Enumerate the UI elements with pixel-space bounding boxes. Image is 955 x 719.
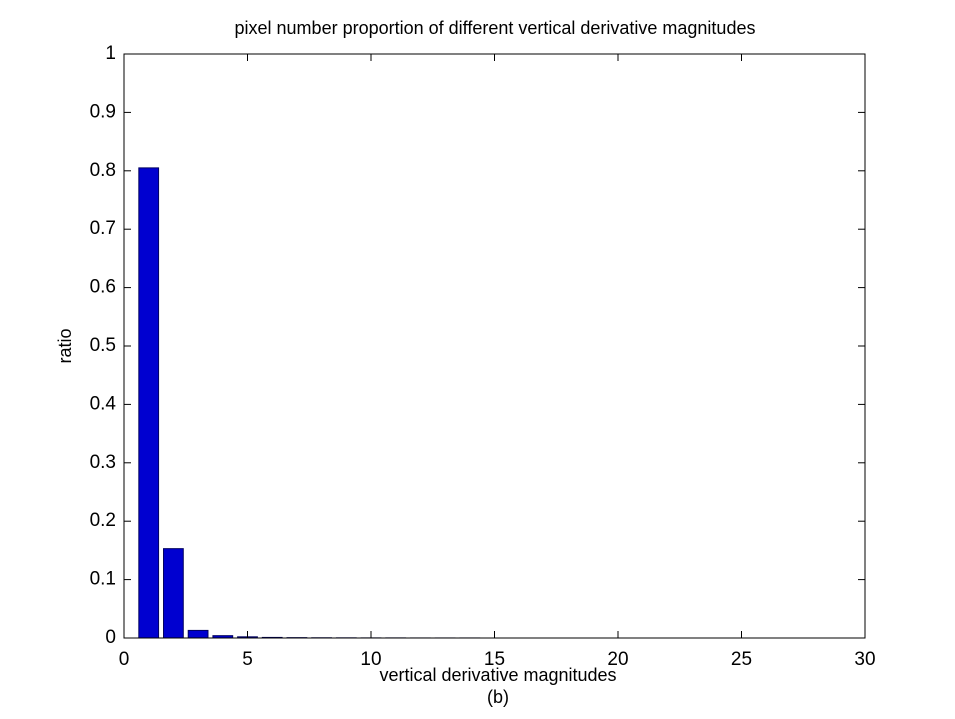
caption: (b): [487, 687, 509, 707]
bar: [163, 548, 184, 639]
y-tick-label: 0: [105, 627, 116, 648]
bar: [187, 629, 209, 639]
y-tick-label: 0.8: [90, 160, 116, 181]
y-tick-label: 0.6: [90, 277, 116, 298]
y-tick-label: 0.3: [90, 452, 116, 473]
y-tick-label: 0.2: [90, 510, 116, 531]
x-tick-label: 10: [360, 649, 381, 670]
y-tick-label: 0.5: [90, 335, 116, 356]
y-tick-label: 0.7: [90, 218, 116, 239]
chart-title: pixel number proportion of different ver…: [235, 18, 756, 38]
x-tick-label: 5: [242, 649, 253, 670]
y-axis-label: ratio: [55, 328, 75, 363]
y-tick-label: 0.9: [90, 101, 116, 122]
x-axis-label: vertical derivative magnitudes: [379, 665, 616, 685]
x-tick-label: 0: [119, 649, 130, 670]
x-tick-label: 25: [731, 649, 752, 670]
y-tick-label: 1: [105, 43, 116, 64]
y-tick-label: 0.4: [90, 393, 117, 414]
x-tick-label: 15: [484, 649, 505, 670]
x-tick-label: 20: [607, 649, 628, 670]
x-tick-label: 30: [854, 649, 875, 670]
bar: [138, 167, 160, 639]
y-tick-label: 0.1: [90, 569, 116, 590]
